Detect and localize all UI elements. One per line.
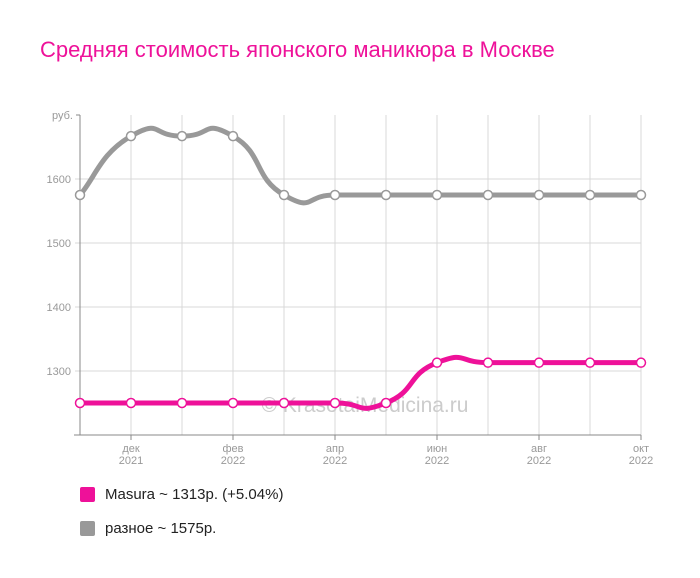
y-tick-label: 1300 xyxy=(47,366,71,378)
data-point[interactable] xyxy=(329,189,341,201)
data-point[interactable] xyxy=(125,130,137,142)
data-point[interactable] xyxy=(635,357,647,368)
data-point[interactable] xyxy=(635,189,647,201)
data-point[interactable] xyxy=(227,397,239,409)
legend-swatch xyxy=(80,520,95,536)
data-point[interactable] xyxy=(380,397,392,409)
legend-item-raznoe[interactable]: разное ~ 1575р. xyxy=(80,518,283,538)
data-point[interactable] xyxy=(533,189,545,201)
data-point[interactable] xyxy=(227,130,239,142)
data-point[interactable] xyxy=(125,397,137,409)
x-tick-year: 2022 xyxy=(629,455,653,467)
data-point[interactable] xyxy=(278,397,290,409)
data-point[interactable] xyxy=(584,357,596,368)
data-point[interactable] xyxy=(431,189,443,201)
data-point[interactable] xyxy=(278,189,290,201)
x-tick-year: 2022 xyxy=(323,455,347,467)
x-tick-label: авг xyxy=(531,443,547,455)
chart-title: Средняя стоимость японского маникюра в М… xyxy=(40,37,555,62)
data-point[interactable] xyxy=(533,357,545,368)
x-tick-label: окт xyxy=(633,443,649,455)
x-tick-label: апр xyxy=(326,443,344,455)
watermark: © KrasotaiMedicina.ru xyxy=(262,394,469,417)
legend: Masura ~ 1313р. (+5.04%) разное ~ 1575р. xyxy=(80,484,283,552)
y-axis-unit: руб. xyxy=(52,110,73,122)
data-point[interactable] xyxy=(176,397,188,409)
data-point[interactable] xyxy=(176,130,188,142)
x-tick-year: 2022 xyxy=(527,455,551,467)
y-tick-label: 1400 xyxy=(47,302,71,314)
data-point[interactable] xyxy=(431,357,443,368)
series-line xyxy=(77,125,644,206)
data-point[interactable] xyxy=(74,397,86,409)
x-tick-label: фев xyxy=(222,443,243,455)
grid-lines xyxy=(75,115,642,435)
x-tick-year: 2022 xyxy=(221,455,245,467)
x-tick-year: 2022 xyxy=(425,455,449,467)
legend-label: Masura ~ 1313р. (+5.04%) xyxy=(105,485,284,503)
legend-swatch xyxy=(80,486,95,502)
data-point[interactable] xyxy=(329,397,341,409)
y-tick-label: 1500 xyxy=(47,238,71,250)
legend-item-masura[interactable]: Masura ~ 1313р. (+5.04%) xyxy=(80,484,283,504)
x-tick-label: июн xyxy=(427,443,447,455)
data-point[interactable] xyxy=(380,189,392,201)
x-tick-label: дек xyxy=(122,443,140,455)
series-lines xyxy=(74,125,647,411)
axes: 1300140015001600руб.дек2021фев2022апр202… xyxy=(47,110,654,467)
data-point[interactable] xyxy=(74,189,86,201)
x-tick-year: 2021 xyxy=(119,455,143,467)
data-point[interactable] xyxy=(482,357,494,368)
data-point[interactable] xyxy=(482,189,494,201)
y-tick-label: 1600 xyxy=(47,174,71,186)
data-point[interactable] xyxy=(584,189,596,201)
legend-label: разное ~ 1575р. xyxy=(105,519,217,537)
